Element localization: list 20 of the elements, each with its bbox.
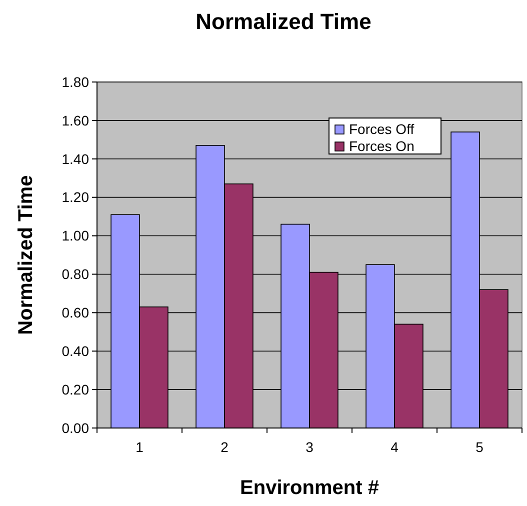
- y-tick-label: 0.60: [62, 304, 90, 321]
- legend-label: Forces Off: [349, 121, 414, 137]
- x-axis-title: Environment #: [240, 477, 379, 499]
- x-tick-label: 5: [476, 439, 484, 455]
- legend-label: Forces On: [349, 138, 414, 154]
- y-axis-title: Normalized Time: [15, 175, 37, 335]
- y-tick-label: 0.00: [62, 420, 90, 436]
- chart-title: Normalized Time: [196, 9, 372, 34]
- y-tick-label: 1.40: [62, 150, 90, 167]
- y-tick-label: 1.20: [62, 189, 90, 206]
- y-tick-label: 1.00: [62, 228, 90, 244]
- x-tick-label: 2: [220, 439, 229, 455]
- y-tick-label: 1.60: [62, 112, 90, 128]
- x-tick-label: 1: [136, 439, 144, 455]
- x-tick-label: 4: [390, 439, 399, 455]
- x-tick-label: 3: [306, 439, 314, 455]
- y-tick-label: 1.80: [62, 74, 90, 90]
- y-tick-label: 0.20: [62, 381, 90, 398]
- y-tick-label: 0.40: [62, 343, 90, 360]
- y-tick-label: 0.80: [62, 266, 90, 282]
